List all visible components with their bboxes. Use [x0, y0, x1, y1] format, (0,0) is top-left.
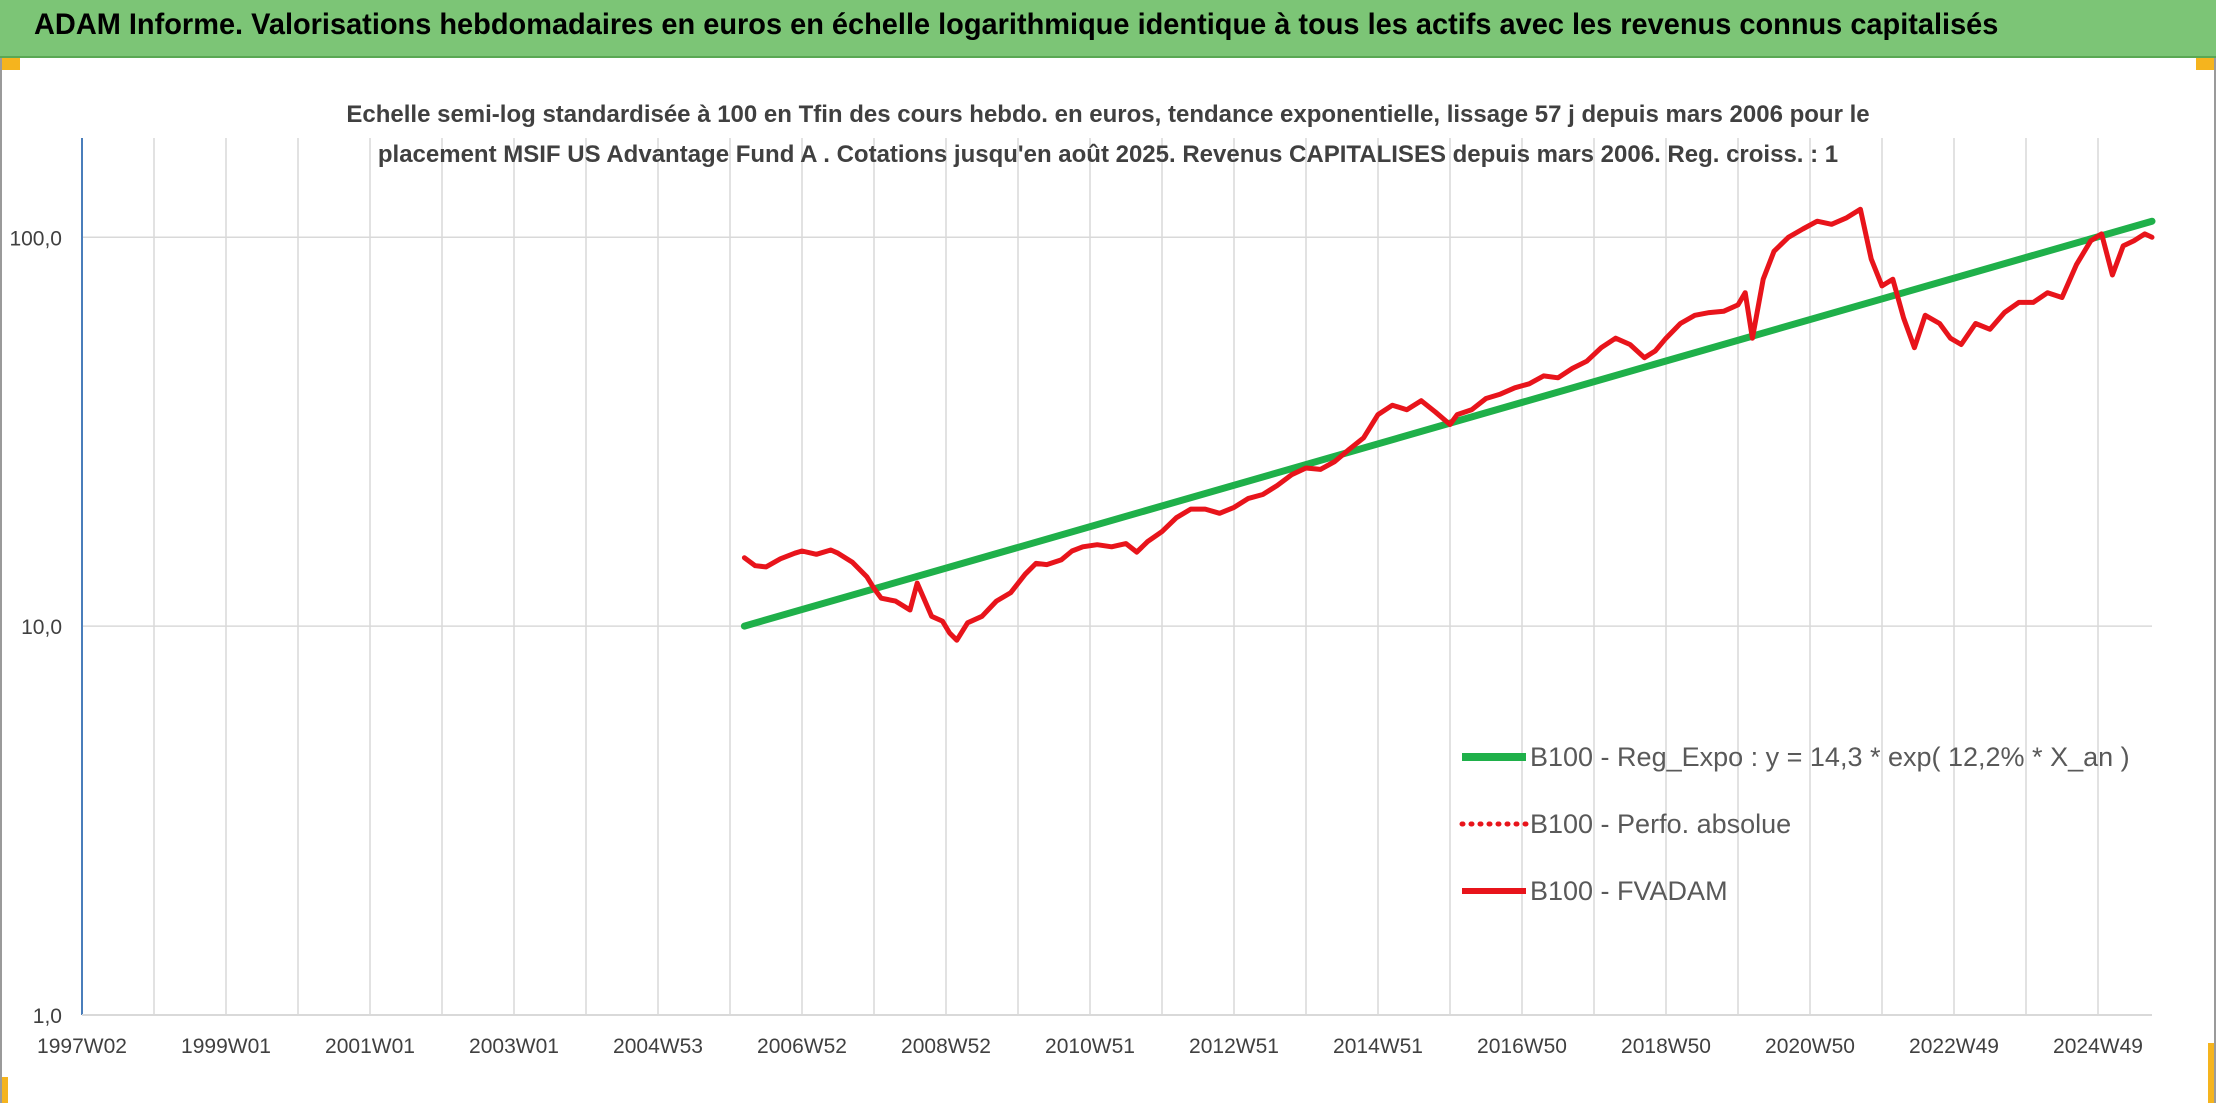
x-tick-label: 2006W52: [757, 1035, 847, 1058]
x-tick-label: 2001W01: [325, 1035, 415, 1058]
x-tick-label: 2022W49: [1909, 1035, 1999, 1058]
x-tick-label: 2014W51: [1333, 1035, 1423, 1058]
y-tick-label: 100,0: [9, 227, 62, 250]
x-tick-label: 1997W02: [37, 1035, 127, 1058]
x-tick-label: 2003W01: [469, 1035, 559, 1058]
corner-accent-bottom-right: [2208, 1043, 2216, 1103]
chart-frame: [0, 58, 2216, 1103]
x-tick-label: 2008W52: [901, 1035, 991, 1058]
corner-accent-top-left: [0, 58, 20, 70]
legend-label: B100 - Perfo. absolue: [1530, 809, 1791, 839]
chart-title-line: placement MSIF US Advantage Fund A . Cot…: [378, 141, 1838, 168]
x-tick-label: 2024W49: [2053, 1035, 2143, 1058]
corner-accent-top-right: [2196, 58, 2216, 70]
x-tick-label: 2016W50: [1477, 1035, 1567, 1058]
legend-label: B100 - FVADAM: [1530, 876, 1728, 906]
report-title: ADAM Informe. Valorisations hebdomadaire…: [34, 8, 1999, 41]
x-tick-label: 2018W50: [1621, 1035, 1711, 1058]
corner-accent-bottom-left: [0, 1077, 8, 1103]
fvadam-series-line: [741, 206, 2155, 643]
y-tick-label: 1,0: [33, 1005, 62, 1028]
x-tick-label: 2004W53: [613, 1035, 703, 1058]
x-tick-label: 2020W50: [1765, 1035, 1855, 1058]
x-tick-label: 2010W51: [1045, 1035, 1135, 1058]
chart-title-line: Echelle semi-log standardisée à 100 en T…: [346, 101, 1869, 128]
report-banner: ADAM Informe. Valorisations hebdomadaire…: [0, 0, 2216, 58]
x-tick-label: 1999W01: [181, 1035, 271, 1058]
legend-label: B100 - Reg_Expo : y = 14,3 * exp( 12,2% …: [1530, 742, 2130, 772]
y-tick-label: 10,0: [21, 616, 62, 639]
x-tick-label: 2012W51: [1189, 1035, 1279, 1058]
